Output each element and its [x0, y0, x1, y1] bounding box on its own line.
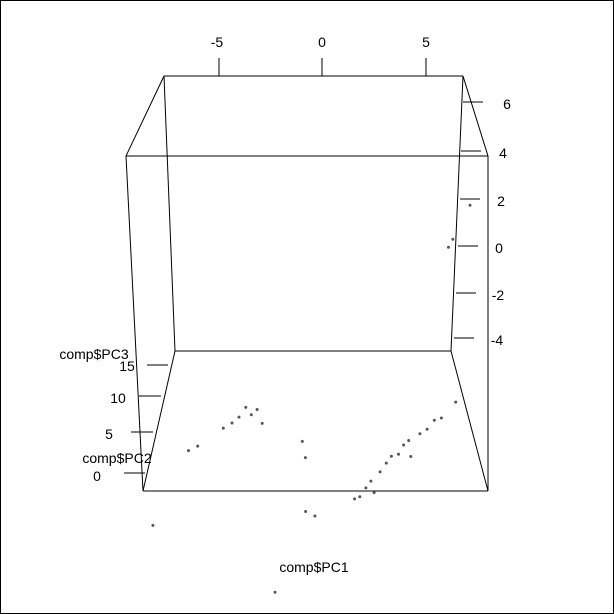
data-point	[407, 439, 411, 442]
data-point	[389, 454, 393, 458]
data-point	[273, 590, 277, 594]
data-point	[372, 491, 376, 495]
data-point	[313, 514, 317, 518]
data-point	[378, 470, 382, 474]
y-tick-label: 5	[105, 426, 113, 442]
data-point	[409, 455, 413, 458]
y-axis: 0 5 10 15	[93, 358, 168, 484]
data-point	[439, 416, 443, 420]
data-point	[402, 443, 406, 447]
y-tick-label: 15	[119, 358, 135, 374]
z-axis: 6 4 2 0 -2 -4	[454, 96, 511, 348]
data-point	[255, 408, 259, 411]
data-point	[151, 523, 155, 527]
x-axis-title: comp$PC1	[279, 559, 348, 575]
data-point	[369, 479, 373, 483]
z-tick-label: 4	[499, 145, 507, 161]
data-point	[196, 444, 200, 448]
z-tick-label: 6	[503, 96, 511, 112]
data-point	[432, 418, 436, 422]
y-tick-label: 10	[110, 390, 126, 406]
data-point	[397, 452, 400, 456]
data-point	[260, 421, 264, 425]
box-edge	[125, 75, 165, 157]
data-point	[425, 427, 429, 431]
box-edge	[462, 75, 489, 157]
box-edge	[450, 350, 489, 492]
points-layer	[151, 203, 472, 594]
y-tick-label: 0	[93, 468, 101, 484]
z-tick-label: 0	[495, 240, 503, 256]
data-point	[237, 415, 241, 419]
data-point	[230, 421, 234, 425]
data-point	[447, 245, 450, 249]
data-point	[300, 439, 304, 443]
x-axis: -5 0 5	[211, 34, 430, 76]
x-tick-label: 0	[318, 34, 326, 50]
y-axis-title: comp$PC2	[82, 450, 151, 466]
z-axis-title: comp$PC3	[59, 346, 128, 362]
data-point	[244, 405, 248, 409]
x-tick-label: -5	[211, 34, 224, 50]
z-tick-label: 2	[497, 193, 505, 209]
box-edge	[125, 155, 144, 492]
data-point	[364, 486, 368, 490]
x-tick-label: 5	[422, 34, 430, 50]
data-point	[353, 497, 357, 501]
data-point	[221, 426, 225, 430]
box-edge	[450, 75, 464, 352]
z-tick-label: -4	[491, 332, 504, 348]
data-point	[249, 413, 253, 417]
box-edge	[142, 350, 176, 492]
data-point	[303, 456, 307, 460]
data-point	[454, 400, 458, 404]
data-point	[384, 461, 388, 465]
data-point	[304, 510, 308, 513]
data-point	[451, 237, 455, 241]
data-point	[418, 432, 422, 436]
plot-box	[125, 75, 489, 492]
data-point	[358, 495, 362, 499]
box-edge	[163, 75, 176, 352]
z-tick-label: -2	[492, 287, 505, 303]
data-point	[468, 203, 472, 207]
data-point	[187, 449, 190, 453]
